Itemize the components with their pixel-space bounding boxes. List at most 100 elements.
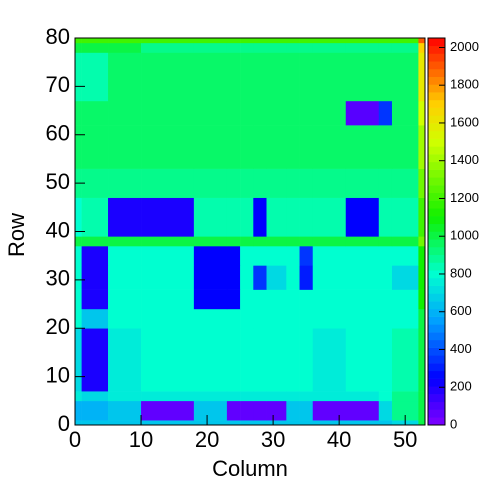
y-tick-label: 10 <box>46 362 70 387</box>
heatmap-cell <box>108 308 142 329</box>
heatmap-cell <box>418 289 426 310</box>
heatmap-cell <box>81 400 109 421</box>
color-bar-step <box>428 130 445 139</box>
x-tick-label: 0 <box>69 427 81 452</box>
color-bar-step <box>428 285 445 294</box>
heatmap-cell <box>299 289 314 310</box>
heatmap-cell <box>266 289 287 310</box>
color-bar-step <box>428 378 445 387</box>
heatmap-cell <box>391 197 419 237</box>
color-bar-step <box>428 123 445 132</box>
color-bar-step <box>428 293 445 302</box>
color-bar-step <box>428 223 445 232</box>
heatmap-cell <box>141 265 195 290</box>
heatmap-cell <box>253 400 267 421</box>
heatmap-cell <box>299 400 314 421</box>
heatmap-cell <box>345 289 380 310</box>
color-bar-step <box>428 401 445 410</box>
heatmap-cell <box>253 197 267 237</box>
heatmap-cell <box>81 420 109 426</box>
heatmap-cell <box>253 100 267 126</box>
heatmap-cell <box>266 168 287 198</box>
heatmap-cell <box>418 400 426 421</box>
heatmap-cell <box>286 246 300 266</box>
heatmap-cell <box>391 125 419 169</box>
heatmap-cell <box>378 265 393 290</box>
heatmap-cell <box>299 236 314 247</box>
heatmap-cell <box>286 328 300 392</box>
x-tick-label: 30 <box>261 427 285 452</box>
heatmap-cell <box>108 289 142 310</box>
color-bar-step <box>428 409 445 418</box>
heatmap-cell <box>391 52 419 102</box>
heatmap-cell <box>75 420 82 426</box>
color-bar-step <box>428 355 445 364</box>
heatmap-cell <box>391 246 419 266</box>
heatmap-cell <box>226 308 241 329</box>
heatmap-cell <box>378 168 393 198</box>
heatmap-cell <box>312 265 347 290</box>
heatmap-cell <box>378 125 393 169</box>
heatmap-cell <box>141 328 195 392</box>
heatmap-cell <box>312 420 347 426</box>
z-tick-label: 1600 <box>450 114 479 129</box>
heatmap-cell <box>378 391 393 402</box>
heatmap-cell <box>81 125 109 169</box>
heatmap-cell <box>378 420 393 426</box>
heatmap-cell <box>226 168 241 198</box>
color-bar-step <box>428 246 445 256</box>
heatmap-cell <box>266 42 287 53</box>
y-tick-label: 30 <box>46 266 70 291</box>
heatmap-cell <box>266 308 287 329</box>
heatmap-cell <box>141 197 195 237</box>
heatmap-cell <box>226 100 241 126</box>
heatmap-cell <box>253 52 267 102</box>
heatmap-cell <box>345 236 380 247</box>
heatmap-cell <box>345 100 380 126</box>
heatmap-cell <box>141 42 195 53</box>
heatmap-cell <box>108 246 142 266</box>
color-bar-step <box>428 53 445 62</box>
heatmap-cell <box>75 38 82 44</box>
color-bar-step <box>428 107 445 116</box>
heatmap-cell <box>253 125 267 169</box>
heatmap-cell <box>312 197 347 237</box>
heatmap-cell <box>378 400 393 421</box>
heatmap-cell <box>253 236 267 247</box>
heatmap-cell <box>345 168 380 198</box>
heatmap-cell <box>286 236 300 247</box>
heatmap-cell <box>312 328 347 392</box>
heatmap-cell <box>193 100 228 126</box>
heatmap-cell <box>141 100 195 126</box>
heatmap-cell <box>299 308 314 329</box>
color-bar-step <box>428 177 445 186</box>
heatmap-cell <box>266 125 287 169</box>
heatmap-cell <box>299 246 314 266</box>
heatmap-cell <box>345 42 380 53</box>
heatmap-cell <box>299 38 314 44</box>
heatmap-cell <box>286 400 300 421</box>
heatmap-cell <box>193 328 228 392</box>
heatmap-cell <box>141 52 195 102</box>
heatmap-cell <box>391 308 419 329</box>
heatmap-cell <box>75 100 82 126</box>
heatmap-cell <box>108 125 142 169</box>
y-tick-label: 70 <box>46 72 70 97</box>
heatmap-cell <box>75 125 82 169</box>
heatmap-cell <box>141 391 195 402</box>
y-axis-title: Row <box>4 213 29 257</box>
heatmap-cell <box>312 100 347 126</box>
heatmap-cell <box>226 125 241 169</box>
heatmap-cell <box>299 328 314 392</box>
y-tick-label: 60 <box>46 121 70 146</box>
heatmap-cell <box>240 38 254 44</box>
heatmap-cell <box>193 42 228 53</box>
heatmap-cell <box>141 308 195 329</box>
heatmap-cell <box>345 400 380 421</box>
heatmap-cell <box>193 168 228 198</box>
heatmap-cell <box>81 42 109 53</box>
heatmap-cell <box>418 197 426 237</box>
heatmap-cell <box>299 265 314 290</box>
heatmap-cell <box>81 246 109 266</box>
heatmap-cell <box>253 328 267 392</box>
